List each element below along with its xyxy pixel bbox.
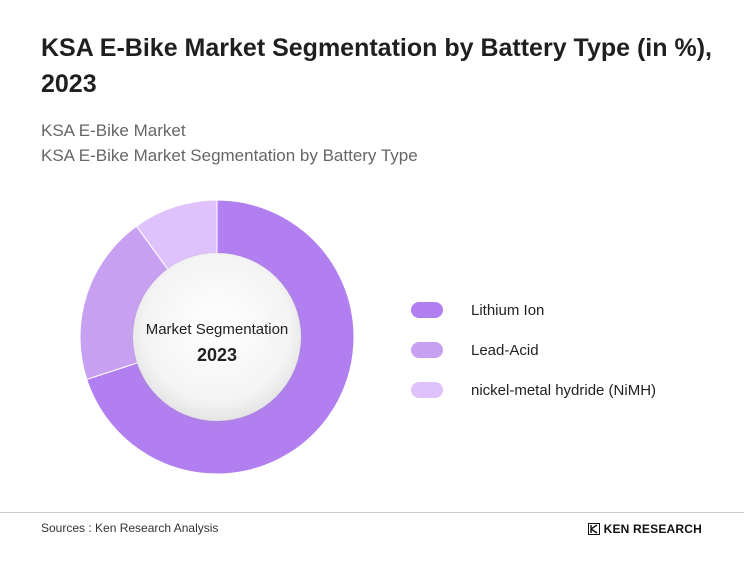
legend-label-nimh: nickel-metal hydride (NiMH) [471, 381, 657, 399]
sources-note: Sources : Ken Research Analysis [41, 521, 219, 535]
legend-swatch-lithium-ion [411, 302, 443, 318]
legend-item-lead-acid: Lead-Acid [411, 330, 656, 370]
donut-center [133, 253, 301, 421]
subtitle-market: KSA E-Bike Market [41, 121, 186, 140]
page-title: KSA E-Bike Market Segmentation by Batter… [41, 34, 712, 98]
brand-name: KEN RESEARCH [603, 522, 702, 536]
subtitle-segmentation: KSA E-Bike Market Segmentation by Batter… [41, 146, 418, 165]
legend-item-lithium-ion: Lithium Ion [411, 290, 656, 330]
brand-mark: KEN RESEARCH [587, 522, 702, 536]
legend-swatch-nimh [411, 382, 443, 398]
legend-label-lithium-ion: Lithium Ion [471, 301, 545, 319]
ken-research-logo-icon [587, 523, 600, 535]
center-label: Market Segmentation [146, 321, 289, 338]
footer-divider [0, 512, 744, 513]
chart-legend: Lithium Ion Lead-Acid nickel-metal hydri… [411, 290, 656, 410]
legend-label-lead-acid: Lead-Acid [471, 341, 539, 359]
center-year: 2023 [197, 345, 237, 365]
legend-swatch-lead-acid [411, 342, 443, 358]
legend-item-nimh: nickel-metal hydride (NiMH) [411, 370, 656, 410]
